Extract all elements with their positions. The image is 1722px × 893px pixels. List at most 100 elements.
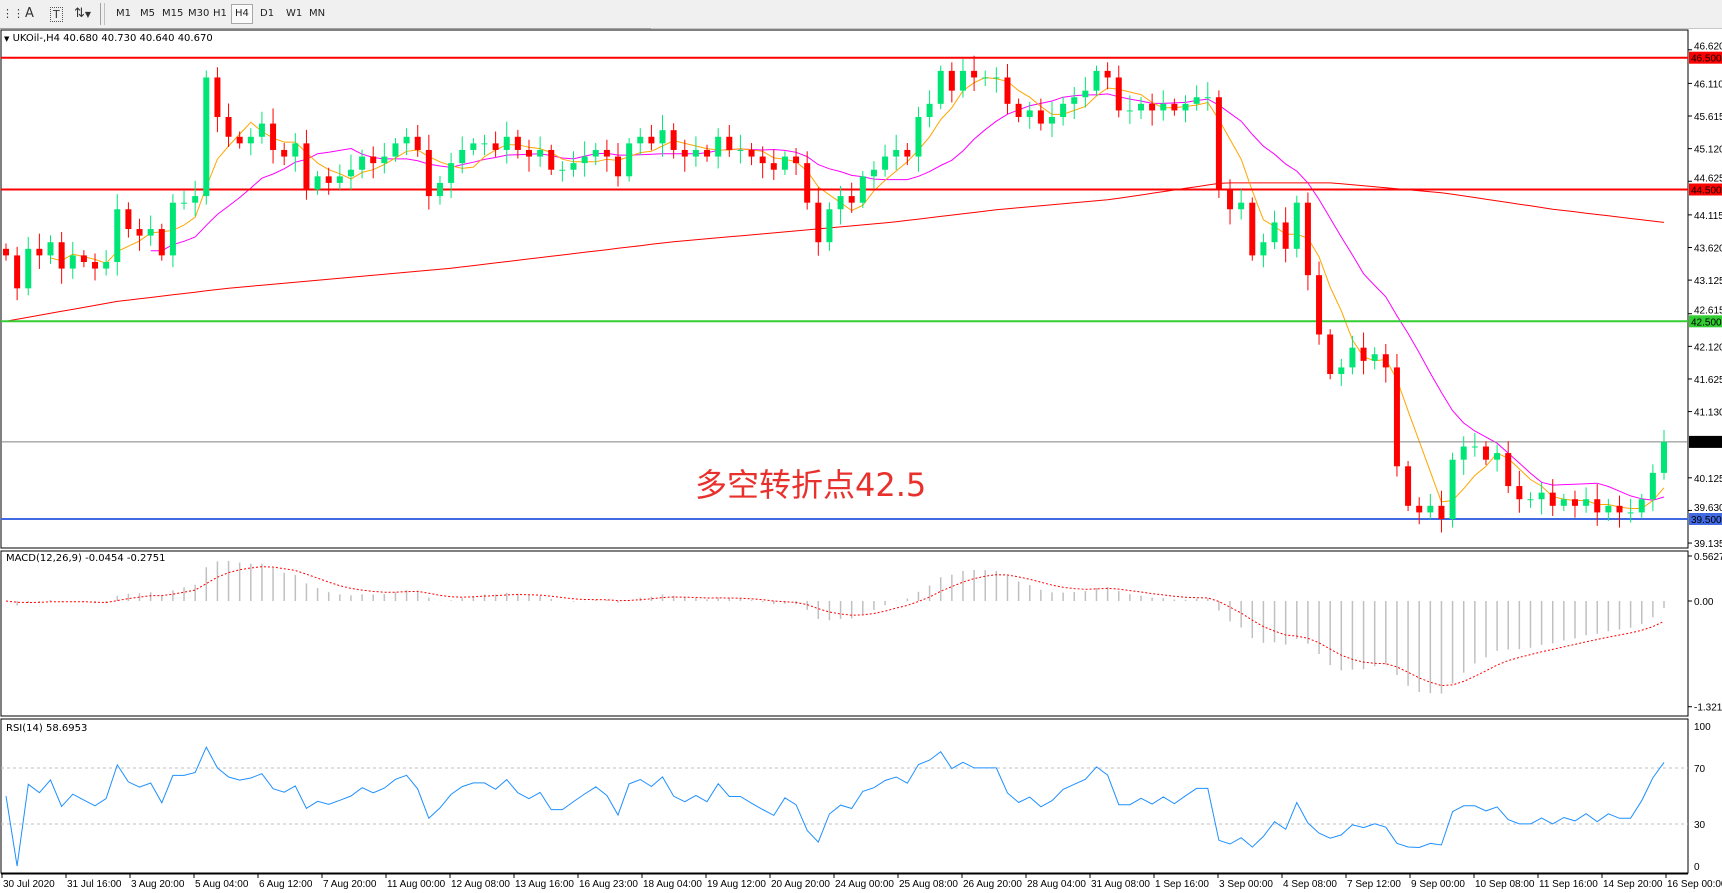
text-label-icon[interactable]: T — [50, 7, 63, 22]
collapse-triangle-icon[interactable]: ▼ — [4, 35, 10, 43]
text-icon[interactable]: A — [25, 6, 34, 21]
timeframe-mn[interactable]: MN — [309, 8, 326, 19]
candle-body — [1605, 505, 1612, 513]
timeframe-m5[interactable]: M5 — [140, 8, 155, 19]
candle-body — [603, 149, 610, 157]
candle-body — [14, 255, 21, 289]
price-tick-label: 42.120 — [1694, 342, 1722, 353]
candle-body — [225, 117, 232, 137]
candle-body — [993, 77, 1000, 79]
candle — [1538, 482, 1545, 515]
candle-body — [336, 176, 343, 183]
candle-body — [1282, 222, 1289, 249]
candle-body — [1505, 453, 1512, 487]
candle-body — [258, 123, 265, 137]
candle-body — [1227, 189, 1234, 210]
macd-tick-label: 0.00 — [1694, 597, 1714, 608]
level-label: 44.500 — [1691, 186, 1722, 197]
candle-body — [681, 149, 688, 157]
candle — [336, 164, 343, 190]
candle — [1126, 95, 1133, 124]
candle-body — [359, 156, 366, 170]
candle — [1193, 85, 1200, 111]
toolbar-grip[interactable] — [104, 3, 105, 25]
time-label: 20 Aug 20:00 — [771, 879, 830, 890]
candle-body — [770, 163, 777, 170]
candle — [1438, 490, 1445, 533]
candle — [1004, 63, 1011, 115]
level-label: 39.500 — [1691, 515, 1722, 526]
candle-body — [214, 77, 221, 118]
candle-body — [514, 136, 521, 150]
candle — [592, 143, 599, 166]
candle-body — [1048, 117, 1055, 124]
candle-body — [592, 149, 599, 157]
timeframe-m15[interactable]: M15 — [162, 8, 184, 19]
time-label: 5 Aug 04:00 — [195, 879, 249, 890]
rsi-tick-label: 30 — [1694, 820, 1706, 831]
candle — [25, 236, 32, 296]
candle-body — [114, 209, 121, 262]
candle — [158, 223, 165, 261]
candle — [114, 194, 121, 276]
macd-tick-label: 0.5627 — [1694, 552, 1722, 563]
level-label-bg — [1689, 513, 1722, 525]
candle — [637, 128, 644, 156]
timeframe-d1[interactable]: D1 — [260, 8, 275, 19]
candle-body — [1661, 441, 1667, 473]
candle-body — [270, 123, 277, 150]
candle — [414, 124, 421, 157]
candle-body — [414, 136, 421, 150]
price-tick-label: 43.620 — [1694, 243, 1722, 254]
timeframe-m1[interactable]: M1 — [116, 8, 131, 19]
candle-body — [80, 255, 87, 262]
chevron-down-icon[interactable]: ▼ — [84, 10, 92, 19]
candle — [770, 149, 777, 180]
timeframe-w1[interactable]: W1 — [286, 8, 303, 19]
timeframe-h4[interactable]: H4 — [231, 4, 253, 24]
candle — [870, 161, 877, 189]
candle-body — [58, 242, 65, 269]
time-label: 13 Aug 16:00 — [515, 879, 574, 890]
candle — [1260, 233, 1267, 268]
time-label: 11 Sep 16:00 — [1539, 879, 1598, 890]
candle-body — [1104, 70, 1111, 78]
candle — [14, 246, 21, 301]
price-tick-label: 46.620 — [1694, 42, 1722, 53]
candle — [203, 70, 210, 205]
rsi-tick-label: 70 — [1694, 764, 1706, 775]
candle — [481, 134, 488, 156]
candle-body — [1571, 499, 1578, 506]
candle-body — [915, 117, 922, 157]
price-tick-label: 44.115 — [1694, 211, 1722, 222]
candle-body — [1338, 367, 1345, 375]
candle — [971, 55, 978, 91]
arrows-icon[interactable]: ⇅▼ — [74, 6, 92, 21]
price-tick-label: 42.615 — [1694, 305, 1722, 316]
candle — [959, 59, 966, 98]
timeframe-h1[interactable]: H1 — [213, 8, 227, 19]
candle-body — [826, 209, 833, 243]
candle-body — [781, 156, 788, 170]
candle-body — [759, 156, 766, 164]
candle — [692, 136, 699, 167]
candle-body — [158, 229, 165, 256]
candle — [1149, 93, 1156, 126]
time-label: 6 Aug 12:00 — [259, 879, 313, 890]
candle-body — [1393, 367, 1400, 467]
candle-body — [1360, 347, 1367, 361]
time-label: 3 Sep 00:00 — [1219, 879, 1273, 890]
candle — [1405, 461, 1412, 512]
candle — [314, 171, 321, 195]
candle — [47, 235, 54, 264]
fibonacci-fan-icon[interactable]: ⋮⋮ — [2, 7, 24, 20]
candle — [859, 171, 866, 208]
price-tick-label: 43.125 — [1694, 276, 1722, 287]
candle — [169, 194, 176, 268]
candle-body — [314, 176, 321, 190]
candle-body — [1060, 103, 1067, 118]
candle-body — [392, 143, 399, 157]
timeframe-m30[interactable]: M30 — [188, 8, 210, 19]
candle-body — [1271, 222, 1278, 243]
